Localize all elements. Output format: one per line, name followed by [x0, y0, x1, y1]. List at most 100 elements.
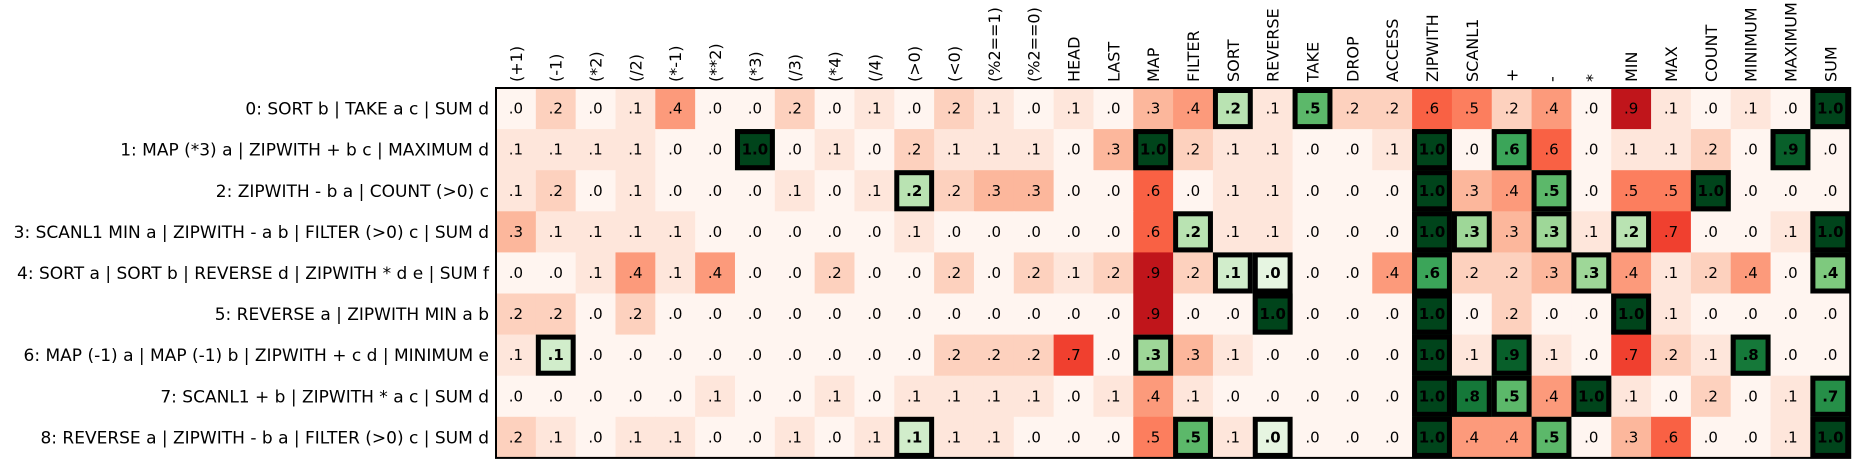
cell-value-label: .4 — [1186, 100, 1200, 118]
cell-value-label: .0 — [1385, 305, 1399, 323]
heatmap-cell — [1770, 334, 1811, 377]
cell-value-label: .0 — [1743, 428, 1757, 446]
heatmap-cell — [1013, 129, 1055, 171]
highlight-box — [1252, 416, 1293, 458]
heatmap-cell — [575, 334, 617, 377]
cell-value-label: .6 — [1544, 141, 1558, 159]
cell-value-label: .0 — [1385, 428, 1399, 446]
heatmap-cell — [734, 375, 776, 418]
heatmap-cell — [496, 416, 537, 459]
heatmap-cell — [655, 334, 696, 377]
heatmap-cell — [1770, 211, 1811, 253]
heatmap-cell — [1611, 170, 1652, 212]
cell-value-label: 1.0 — [1140, 141, 1167, 159]
column-label: REVERSE — [1264, 8, 1283, 82]
cell-value-label: .2 — [1186, 141, 1200, 159]
heatmap-cell — [535, 252, 577, 295]
heatmap-cell — [1770, 170, 1811, 212]
cell-value-label: .0 — [748, 100, 762, 118]
cell-value-label: .0 — [1465, 305, 1479, 323]
cell-value-label: .4 — [1146, 387, 1160, 405]
heatmap-cell — [1451, 129, 1493, 171]
cell-value-label: .5 — [1185, 428, 1201, 446]
row-label: 1: MAP (*3) a | ZIPWITH + b c | MAXIMUM … — [120, 141, 489, 161]
cell-value-label: .0 — [827, 182, 841, 200]
cell-value-label: .1 — [1226, 141, 1240, 159]
heatmap-cell — [854, 334, 895, 377]
heatmap-cell — [1252, 416, 1294, 459]
cell-value-label: .1 — [628, 428, 642, 446]
heatmap-cell — [934, 375, 975, 418]
highlight-box — [894, 416, 935, 458]
heatmap-cell — [854, 293, 895, 336]
highlight-box — [1690, 170, 1731, 212]
cell-value-label: .0 — [708, 223, 722, 241]
column-label: MAX — [1662, 46, 1681, 82]
cell-value-label: .2 — [1106, 264, 1120, 282]
cell-value-label: .2 — [987, 346, 1001, 364]
cell-value-label: .2 — [509, 428, 523, 446]
highlight-box — [1491, 334, 1532, 376]
column-label: (+1) — [507, 46, 526, 82]
heatmap-cell — [973, 334, 1015, 377]
cell-value-label: .0 — [1066, 182, 1080, 200]
column-label: (*3) — [746, 51, 765, 82]
heatmap-cell — [496, 170, 537, 212]
heatmap-cell — [1451, 88, 1493, 130]
cell-value-label: .0 — [708, 182, 722, 200]
heatmap-cell — [1093, 211, 1134, 253]
heatmap-cell — [1810, 252, 1851, 295]
heatmap-cell — [1053, 211, 1095, 253]
heatmap-cell — [1292, 252, 1334, 295]
cell-value-label: .1 — [548, 346, 564, 364]
heatmap-cell — [1531, 416, 1573, 459]
cell-value-label: 1.0 — [1817, 223, 1844, 241]
heatmap-cell — [1013, 252, 1055, 295]
cell-value-label: .2 — [947, 100, 961, 118]
heatmap-cell — [734, 88, 776, 130]
heatmap-cell — [814, 293, 856, 336]
cell-value-label: .0 — [1305, 305, 1319, 323]
highlight-box — [1412, 334, 1452, 376]
cell-value-label: .0 — [1584, 141, 1598, 159]
cell-value-label: .5 — [1146, 428, 1160, 446]
heatmap-cell — [496, 211, 537, 253]
heatmap-cell — [1770, 129, 1811, 171]
cell-value-label: .1 — [509, 346, 523, 364]
heatmap-cell — [1810, 211, 1851, 253]
column-label: DROP — [1343, 36, 1362, 82]
heatmap-cell — [1212, 252, 1254, 295]
cell-value-label: .2 — [1505, 264, 1519, 282]
heatmap-cell — [575, 252, 617, 295]
cell-value-label: .1 — [1027, 387, 1041, 405]
column-label: LAST — [1104, 42, 1123, 82]
heatmap-cell — [1412, 375, 1453, 418]
cell-value-label: .0 — [867, 346, 881, 364]
heatmap-cell — [1531, 211, 1573, 253]
cell-value-label: .1 — [1226, 223, 1240, 241]
cell-value-label: .0 — [1704, 428, 1718, 446]
heatmap-cell — [1013, 88, 1055, 130]
cell-value-label: .1 — [987, 100, 1001, 118]
heatmap-cell — [814, 129, 856, 171]
heatmap-cell — [1690, 170, 1732, 212]
heatmap-cell — [1133, 88, 1174, 130]
heatmap-cell — [1690, 88, 1732, 130]
cell-value-label: .2 — [788, 100, 802, 118]
heatmap-cell — [1690, 375, 1732, 418]
cell-value-label: .0 — [1743, 387, 1757, 405]
highlight-box — [1611, 293, 1652, 335]
heatmap-cell — [655, 170, 696, 212]
column-label: SCANL1 — [1463, 19, 1482, 82]
cell-value-label: .1 — [907, 223, 921, 241]
cell-value-label: .0 — [788, 346, 802, 364]
cell-value-label: .0 — [1345, 387, 1359, 405]
cell-value-label: .4 — [1624, 264, 1638, 282]
cell-value-label: .1 — [1226, 428, 1240, 446]
column-label: SORT — [1224, 39, 1243, 82]
heatmap-cell — [934, 211, 975, 253]
heatmap-cell — [1212, 211, 1254, 253]
column-label: (*4) — [826, 51, 845, 82]
heatmap-cell — [1531, 293, 1573, 336]
highlight-box — [1810, 252, 1851, 294]
